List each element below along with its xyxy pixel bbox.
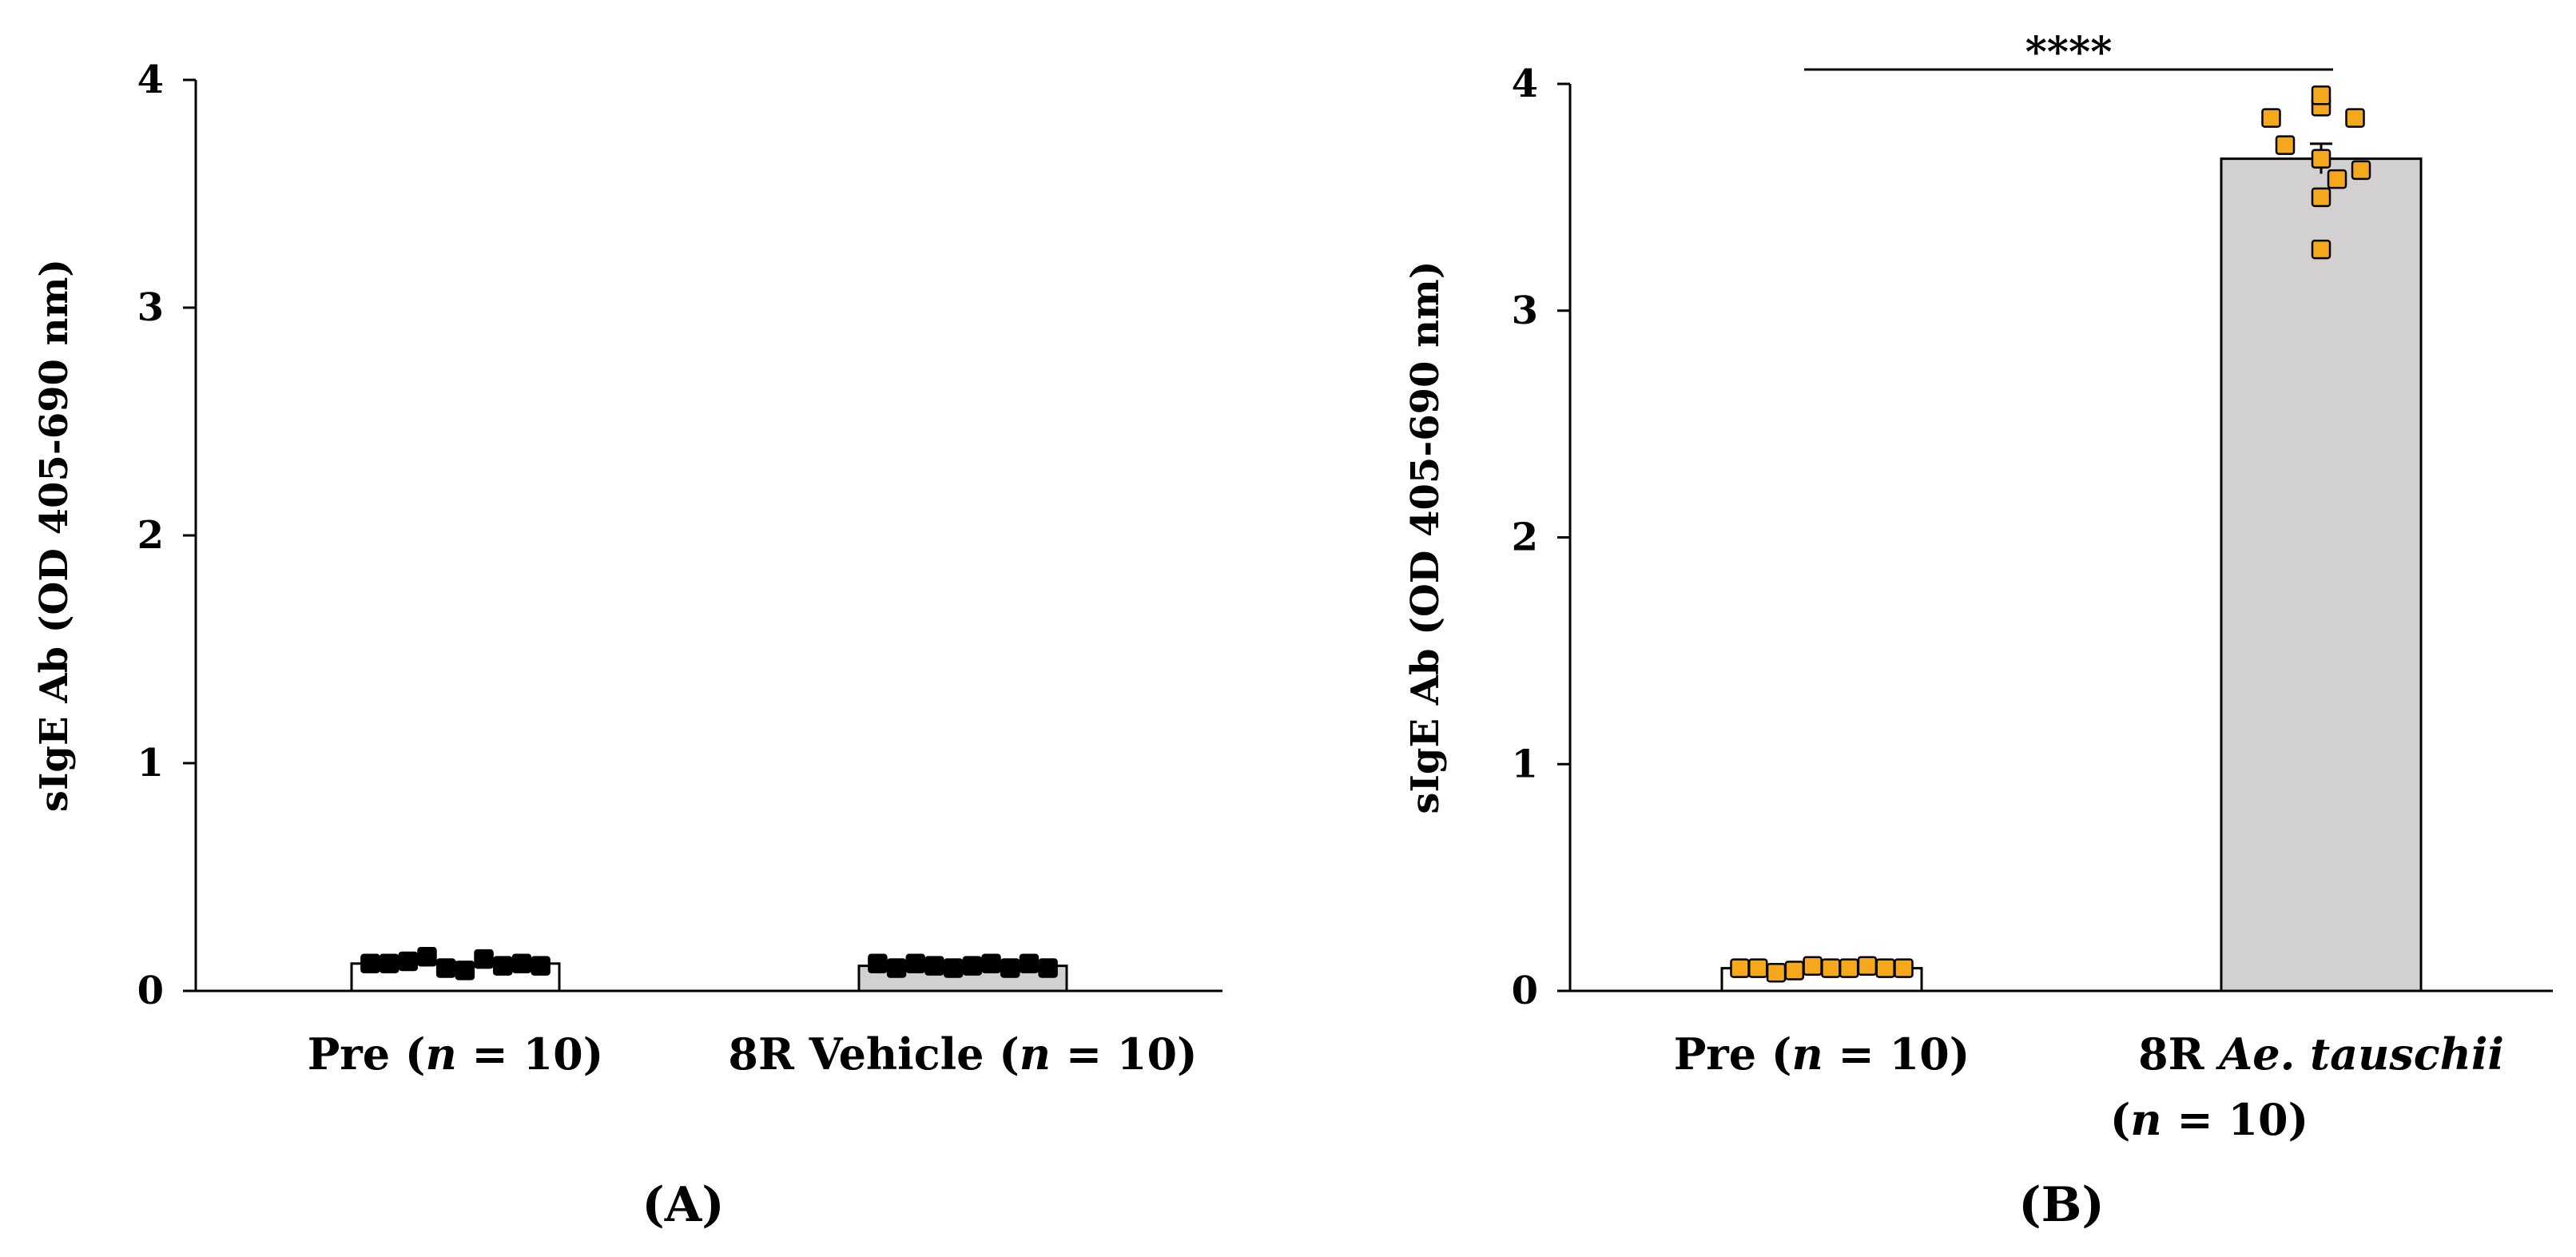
data-point [360, 953, 380, 974]
y-axis-label: sIgE Ab (OD 405-690 nm) [32, 259, 77, 812]
y-tick-label: 2 [1512, 515, 1538, 560]
data-point [905, 953, 926, 974]
significance-label: **** [2025, 28, 2113, 77]
data-point [1038, 958, 1058, 978]
data-point [379, 953, 400, 974]
x-category-label: 8R Vehicle (n = 10) [728, 1028, 1197, 1080]
data-point [2351, 160, 2371, 181]
data-point [981, 953, 1001, 974]
data-point [1803, 956, 1823, 977]
data-point [2311, 239, 2332, 260]
data-point [1748, 958, 1768, 978]
y-tick-label: 4 [137, 58, 164, 102]
data-point [398, 951, 419, 972]
data-point [1730, 958, 1750, 978]
y-tick-label: 0 [1512, 969, 1538, 1013]
data-point [2311, 85, 2332, 105]
data-point [1875, 958, 1895, 978]
data-point [435, 958, 456, 978]
data-point [943, 958, 964, 978]
data-point [868, 953, 888, 974]
data-point [417, 947, 437, 967]
data-point [1766, 963, 1787, 983]
data-point [455, 961, 475, 981]
data-point [962, 956, 983, 976]
y-tick-label: 3 [1512, 288, 1538, 333]
data-point [492, 956, 513, 976]
data-point [511, 953, 532, 974]
data-point [2345, 108, 2365, 128]
panel-label: (A) [642, 1177, 724, 1233]
y-tick-label: 0 [137, 969, 164, 1013]
x-category-label: Pre (n = 10) [308, 1028, 604, 1080]
y-tick-label: 3 [137, 285, 164, 330]
y-tick-label: 2 [137, 513, 164, 558]
data-point [474, 949, 494, 969]
data-point [886, 958, 907, 978]
data-point [2311, 187, 2332, 208]
data-point [1821, 958, 1841, 978]
x-category-label: Pre (n = 10) [1674, 1028, 1970, 1080]
data-point [2327, 169, 2347, 189]
bar [2220, 157, 2423, 992]
y-tick-label: 4 [1512, 62, 1538, 106]
data-point [924, 956, 944, 976]
y-axis-label: sIgE Ab (OD 405-690 nm) [1403, 261, 1448, 813]
data-point [2261, 108, 2281, 128]
y-tick-label: 1 [137, 741, 164, 786]
data-point [1019, 953, 1040, 974]
panel-label: (B) [2018, 1177, 2105, 1233]
y-tick-label: 1 [1512, 742, 1538, 786]
data-point [531, 956, 551, 976]
data-point [2311, 149, 2332, 169]
chart-panel-b: 0 1 2 3 4 sIgE Ab (OD 405-690 nm) Pre (n = 10)… [1403, 28, 2553, 1233]
x-category-label-line2: (n = 10) [2110, 1094, 2308, 1145]
data-point [2275, 135, 2296, 155]
data-point [1839, 958, 1859, 978]
x-category-label: 8R Ae. tauschii [2138, 1028, 2504, 1080]
data-point [1784, 961, 1805, 981]
data-point [1894, 958, 1914, 978]
data-point [1000, 958, 1020, 978]
data-point [1857, 956, 1878, 977]
chart-panel-a: 0 1 2 3 4 sIgE Ab (OD 405-690 nm) Pre (n = 10)… [32, 58, 1222, 1233]
